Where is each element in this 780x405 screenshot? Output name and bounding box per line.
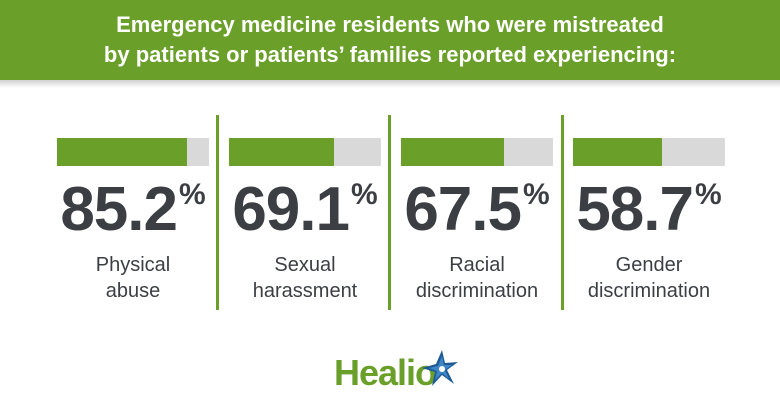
stat-label-line2: discrimination [415,280,539,302]
header-shadow [0,80,780,88]
stat-label-line1: Gender [615,254,683,276]
stat-label-line2: harassment [252,280,358,302]
stat-physical-abuse: 85.2% Physical abuse [57,115,229,310]
stat-label-line2: discrimination [587,280,711,302]
percent-sign: % [178,178,206,211]
stat-value: 69.1% [229,175,381,245]
stat-label-line1: Racial [449,254,505,276]
stat-label: Physical abuse [47,252,219,304]
column-divider [561,115,564,310]
progress-bar-fill [573,138,663,166]
stat-value-number: 85.2 [60,175,178,244]
header-banner: Emergency medicine residents who were mi… [0,0,780,80]
progress-bar-fill [57,138,187,166]
progress-bar-fill [229,138,335,166]
healio-logo: Healio [334,348,474,396]
stat-label-line1: Sexual [274,254,336,276]
stat-sexual-harassment: 69.1% Sexual harassment [229,115,401,310]
percent-sign: % [522,178,550,211]
stat-label: Gender discrimination [563,252,735,304]
header-title-line1: Emergency medicine residents who were mi… [116,12,664,37]
progress-bar [229,138,381,166]
stat-value-number: 67.5 [404,175,522,244]
header-title-line2: by patients or patients’ families report… [103,42,677,67]
percent-sign: % [694,178,722,211]
stat-gender-discrimination: 58.7% Gender discrimination [573,115,745,310]
stat-label: Racial discrimination [391,252,563,304]
logo-text: Healio [334,352,437,393]
column-divider [388,115,391,310]
stat-value-number: 58.7 [576,175,694,244]
percent-sign: % [350,178,378,211]
stat-value-number: 69.1 [232,175,350,244]
stat-label-line1: Physical [95,254,171,276]
progress-bar [401,138,553,166]
progress-bar [57,138,209,166]
stat-label-line2: abuse [105,280,161,302]
column-divider [216,115,219,310]
stat-value: 85.2% [57,175,209,245]
progress-bar [573,138,725,166]
stat-value: 58.7% [573,175,725,245]
stat-label: Sexual harassment [219,252,391,304]
stat-racial-discrimination: 67.5% Racial discrimination [401,115,573,310]
progress-bar-fill [401,138,504,166]
stat-value: 67.5% [401,175,553,245]
stats-row: 85.2% Physical abuse 69.1% Sexual harass… [0,115,780,310]
star-icon [422,350,458,386]
